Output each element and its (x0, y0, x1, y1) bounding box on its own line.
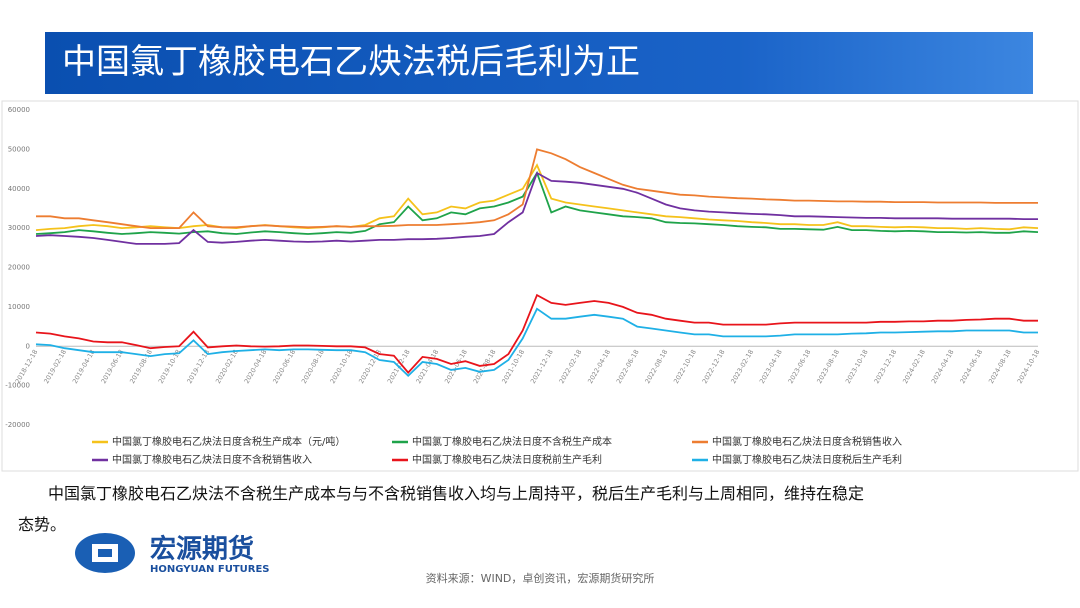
x-tick-label: 2020-02-18 (214, 348, 240, 385)
x-tick-label: 2019-02-18 (42, 348, 68, 385)
logo-name: 宏源期货 (150, 534, 254, 565)
series-line (35, 307, 1038, 378)
series-line (35, 163, 1039, 231)
legend-label: 中国氯丁橡胶电石乙炔法日度含税生产成本（元/吨） (112, 435, 345, 448)
x-tick-label: 2023-06-18 (787, 348, 813, 385)
series-line (35, 170, 1039, 235)
x-tick-label: 2022-04-18 (586, 348, 612, 385)
x-tick-label: 2023-08-18 (815, 348, 841, 385)
series-line (35, 293, 1038, 374)
x-tick-label: 2024-08-18 (987, 348, 1013, 385)
y-tick-label: -20000 (5, 421, 30, 429)
legend-label: 中国氯丁橡胶电石乙炔法日度含税销售收入 (712, 435, 902, 448)
slide-title: 中国氯丁橡胶电石乙炔法税后毛利为正 (62, 42, 640, 82)
legend-label: 中国氯丁橡胶电石乙炔法日度不含税生产成本 (412, 435, 612, 448)
y-tick-label: 0 (26, 342, 30, 350)
x-tick-label: 2020-04-18 (243, 348, 269, 385)
chart-frame (1, 100, 1079, 472)
x-tick-label: 2024-10-18 (1016, 348, 1042, 385)
y-tick-label: 20000 (8, 264, 30, 272)
series-line (35, 171, 1038, 245)
x-tick-label: 2022-02-18 (558, 348, 584, 385)
x-tick-label: 2018-12-18 (14, 348, 40, 385)
x-tick-label: 2021-08-18 (472, 348, 498, 385)
logo: 宏源期货 HONGYUAN FUTURES (75, 533, 270, 575)
x-tick-label: 2020-06-18 (271, 348, 297, 385)
x-tick-label: 2024-02-18 (901, 348, 927, 385)
x-tick-label: 2020-08-18 (300, 348, 326, 385)
legend-label: 中国氯丁橡胶电石乙炔法日度税前生产毛利 (412, 453, 602, 466)
y-tick-label: 10000 (8, 303, 30, 311)
y-tick-label: 60000 (8, 106, 30, 114)
legend-label: 中国氯丁橡胶电石乙炔法日度不含税销售收入 (112, 453, 312, 466)
x-tick-label: 2023-10-18 (844, 348, 870, 385)
x-tick-label: 2022-08-18 (643, 348, 669, 385)
logo-mark (98, 549, 112, 557)
x-tick-label: 2019-06-18 (100, 348, 126, 385)
x-tick-label: 2019-04-18 (71, 348, 97, 385)
logo-english: HONGYUAN FUTURES (150, 564, 270, 575)
paragraph-line: 中国氯丁橡胶电石乙炔法不含税生产成本与与不含税销售收入均与上周持平，税后生产毛利… (18, 484, 864, 534)
y-tick-label: 30000 (8, 224, 30, 232)
x-tick-label: 2024-04-18 (930, 348, 956, 385)
x-tick-label: 2022-12-18 (701, 348, 727, 385)
y-tick-label: -10000 (5, 382, 30, 390)
source-note: 资料来源：WIND，卓创资讯，宏源期货研究所 (426, 571, 655, 585)
x-tick-label: 2022-06-18 (615, 348, 641, 385)
y-tick-label: 50000 (8, 145, 30, 153)
title-banner (45, 32, 1033, 94)
x-tick-label: 2023-04-18 (758, 348, 784, 385)
x-tick-label: 2021-06-18 (443, 348, 469, 385)
x-tick-label: 2021-12-18 (529, 348, 555, 385)
x-tick-label: 2023-12-18 (873, 348, 899, 385)
y-tick-label: 40000 (8, 185, 30, 193)
legend-label: 中国氯丁橡胶电石乙炔法日度税后生产毛利 (712, 453, 902, 466)
x-tick-label: 2023-02-18 (729, 348, 755, 385)
x-tick-label: 2020-10-18 (329, 348, 355, 385)
series-line (36, 148, 1038, 230)
x-tick-label: 2022-10-18 (672, 348, 698, 385)
x-tick-label: 2024-06-18 (958, 348, 984, 385)
